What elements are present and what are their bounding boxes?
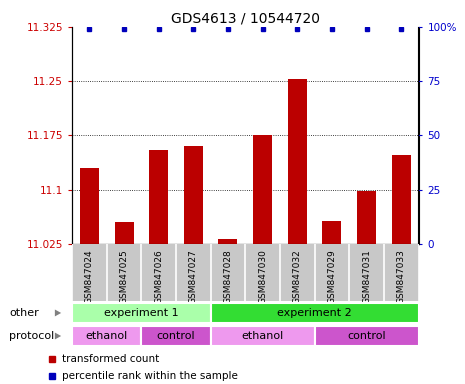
Text: ethanol: ethanol xyxy=(241,331,284,341)
Text: transformed count: transformed count xyxy=(62,354,159,364)
Text: ethanol: ethanol xyxy=(86,331,128,341)
Bar xyxy=(114,222,133,244)
Bar xyxy=(149,150,168,244)
Text: control: control xyxy=(347,331,386,341)
Bar xyxy=(322,221,341,244)
Text: experiment 1: experiment 1 xyxy=(104,308,179,318)
Bar xyxy=(314,326,418,346)
Bar xyxy=(211,326,314,346)
Text: protocol: protocol xyxy=(9,331,54,341)
Text: GSM847026: GSM847026 xyxy=(154,250,163,305)
Bar xyxy=(184,146,203,244)
Text: GSM847028: GSM847028 xyxy=(224,250,232,305)
Bar xyxy=(357,191,376,244)
Bar xyxy=(219,239,238,244)
Text: GSM847033: GSM847033 xyxy=(397,250,405,305)
Text: GSM847032: GSM847032 xyxy=(293,250,302,305)
Text: other: other xyxy=(9,308,39,318)
Text: GSM847031: GSM847031 xyxy=(362,250,371,305)
Bar xyxy=(72,303,211,323)
Bar xyxy=(392,155,411,244)
Text: GSM847027: GSM847027 xyxy=(189,250,198,305)
Bar xyxy=(72,326,141,346)
Bar xyxy=(141,326,211,346)
Text: GSM847029: GSM847029 xyxy=(327,250,336,305)
Bar xyxy=(211,303,418,323)
Bar xyxy=(288,79,307,244)
Text: percentile rank within the sample: percentile rank within the sample xyxy=(62,371,238,381)
Text: control: control xyxy=(157,331,195,341)
Title: GDS4613 / 10544720: GDS4613 / 10544720 xyxy=(171,12,320,26)
Bar xyxy=(253,135,272,244)
Text: GSM847030: GSM847030 xyxy=(258,250,267,305)
Bar xyxy=(80,168,99,244)
Text: GSM847024: GSM847024 xyxy=(85,250,94,304)
Text: experiment 2: experiment 2 xyxy=(277,308,352,318)
Text: GSM847025: GSM847025 xyxy=(120,250,128,305)
